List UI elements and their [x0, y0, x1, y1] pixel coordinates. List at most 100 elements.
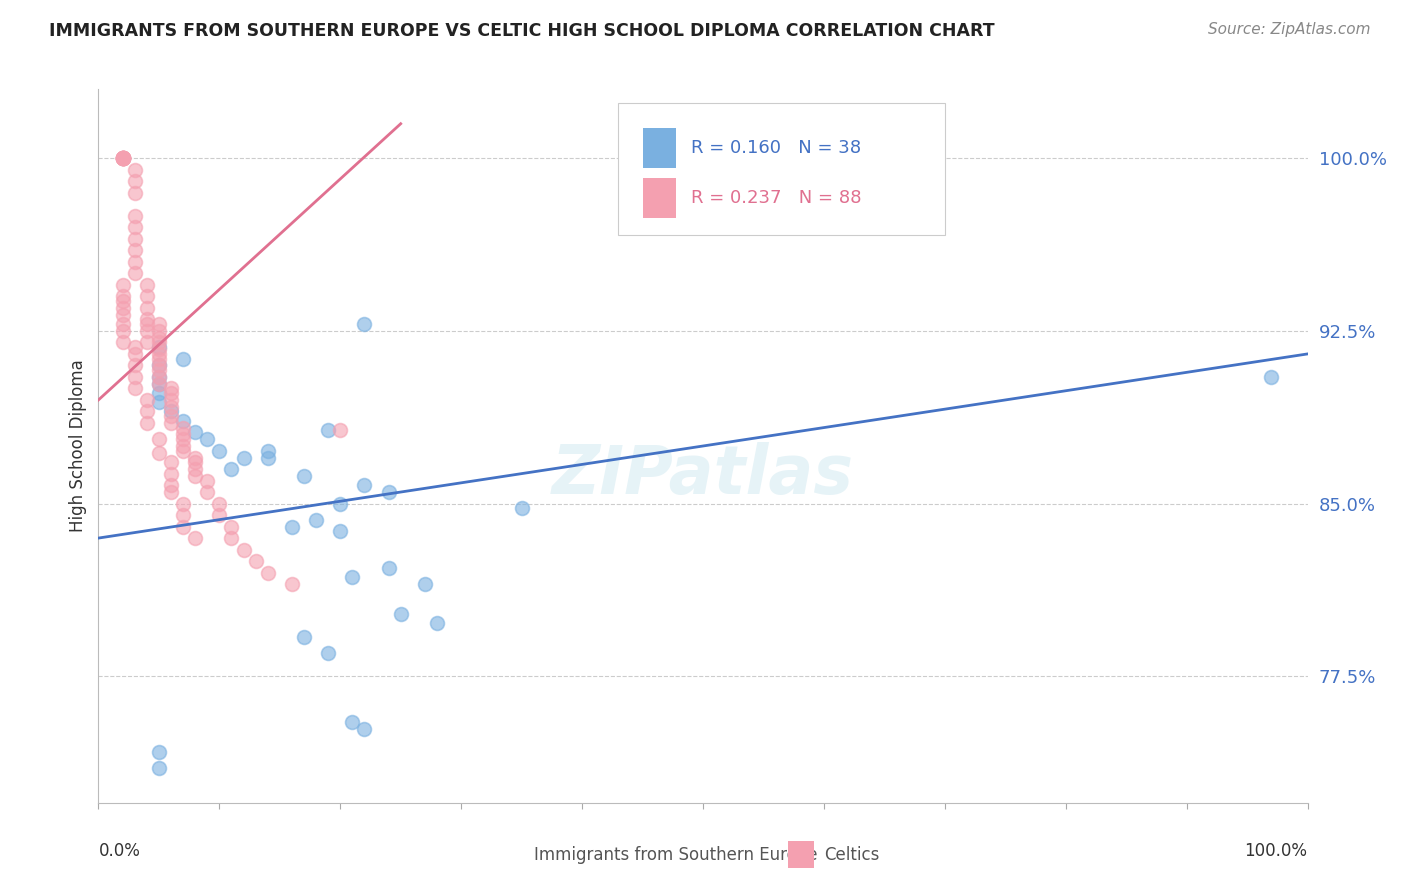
Point [510, 501, 533, 516]
Point [148, 331, 170, 345]
Bar [643, 128, 676, 168]
Point [148, 347, 170, 361]
Point [111, 151, 134, 165]
Point [111, 301, 134, 315]
Point [111, 151, 134, 165]
Point [208, 508, 231, 522]
Point [184, 450, 207, 465]
Point [221, 519, 243, 533]
Point [208, 443, 231, 458]
Point [148, 324, 170, 338]
Point [184, 462, 207, 476]
Point [148, 335, 170, 350]
Point [111, 277, 134, 292]
Point [172, 432, 194, 446]
Point [245, 554, 267, 568]
Point [1260, 370, 1282, 384]
Point [377, 561, 399, 575]
Point [148, 761, 170, 775]
Point [195, 474, 218, 488]
Point [124, 162, 146, 177]
Point [124, 232, 146, 246]
Point [342, 715, 364, 730]
Point [160, 455, 183, 469]
Text: R = 0.160   N = 38: R = 0.160 N = 38 [690, 139, 860, 157]
Point [124, 186, 146, 200]
Point [124, 381, 146, 395]
Point [221, 531, 243, 545]
Point [135, 277, 157, 292]
Point [316, 423, 339, 437]
Point [329, 497, 352, 511]
Point [148, 376, 170, 391]
Point [111, 293, 134, 308]
Point [353, 478, 375, 492]
Point [195, 432, 218, 446]
Text: 0.0%: 0.0% [98, 842, 141, 860]
Text: IMMIGRANTS FROM SOUTHERN EUROPE VS CELTIC HIGH SCHOOL DIPLOMA CORRELATION CHART: IMMIGRANTS FROM SOUTHERN EUROPE VS CELTI… [49, 22, 995, 40]
Point [135, 301, 157, 315]
Point [111, 151, 134, 165]
Point [389, 607, 412, 621]
Point [172, 351, 194, 366]
Point [160, 467, 183, 481]
Point [184, 469, 207, 483]
Point [111, 317, 134, 331]
Text: R = 0.237   N = 88: R = 0.237 N = 88 [690, 189, 862, 207]
Point [111, 335, 134, 350]
Point [135, 317, 157, 331]
Point [281, 577, 304, 591]
Point [160, 400, 183, 414]
Point [160, 409, 183, 423]
Text: Immigrants from Southern Europe: Immigrants from Southern Europe [534, 846, 817, 863]
Bar [643, 178, 676, 218]
Point [111, 151, 134, 165]
Point [172, 420, 194, 434]
Point [208, 497, 231, 511]
Point [305, 513, 328, 527]
Text: Source: ZipAtlas.com: Source: ZipAtlas.com [1208, 22, 1371, 37]
Point [172, 508, 194, 522]
Point [148, 343, 170, 357]
Point [111, 151, 134, 165]
Point [292, 469, 315, 483]
Bar [498, 841, 524, 869]
Point [195, 485, 218, 500]
Point [148, 359, 170, 373]
Point [172, 439, 194, 453]
Point [124, 370, 146, 384]
Point [172, 519, 194, 533]
Point [426, 616, 449, 631]
Point [256, 566, 278, 580]
FancyBboxPatch shape [619, 103, 945, 235]
Point [160, 485, 183, 500]
Point [111, 151, 134, 165]
Point [124, 174, 146, 188]
Point [281, 519, 304, 533]
Point [135, 324, 157, 338]
Point [111, 289, 134, 303]
Point [184, 425, 207, 440]
Point [160, 478, 183, 492]
Text: Celtics: Celtics [824, 846, 879, 863]
Point [172, 414, 194, 428]
Point [111, 151, 134, 165]
Point [160, 392, 183, 407]
Text: 100.0%: 100.0% [1244, 842, 1308, 860]
Point [292, 630, 315, 644]
Point [124, 255, 146, 269]
Point [124, 220, 146, 235]
Point [135, 392, 157, 407]
Point [148, 363, 170, 377]
Point [316, 646, 339, 660]
Point [184, 531, 207, 545]
Point [111, 308, 134, 322]
Point [256, 443, 278, 458]
Point [329, 524, 352, 538]
Point [124, 340, 146, 354]
Point [135, 416, 157, 430]
Point [172, 443, 194, 458]
Point [135, 335, 157, 350]
Point [353, 317, 375, 331]
Point [172, 427, 194, 442]
